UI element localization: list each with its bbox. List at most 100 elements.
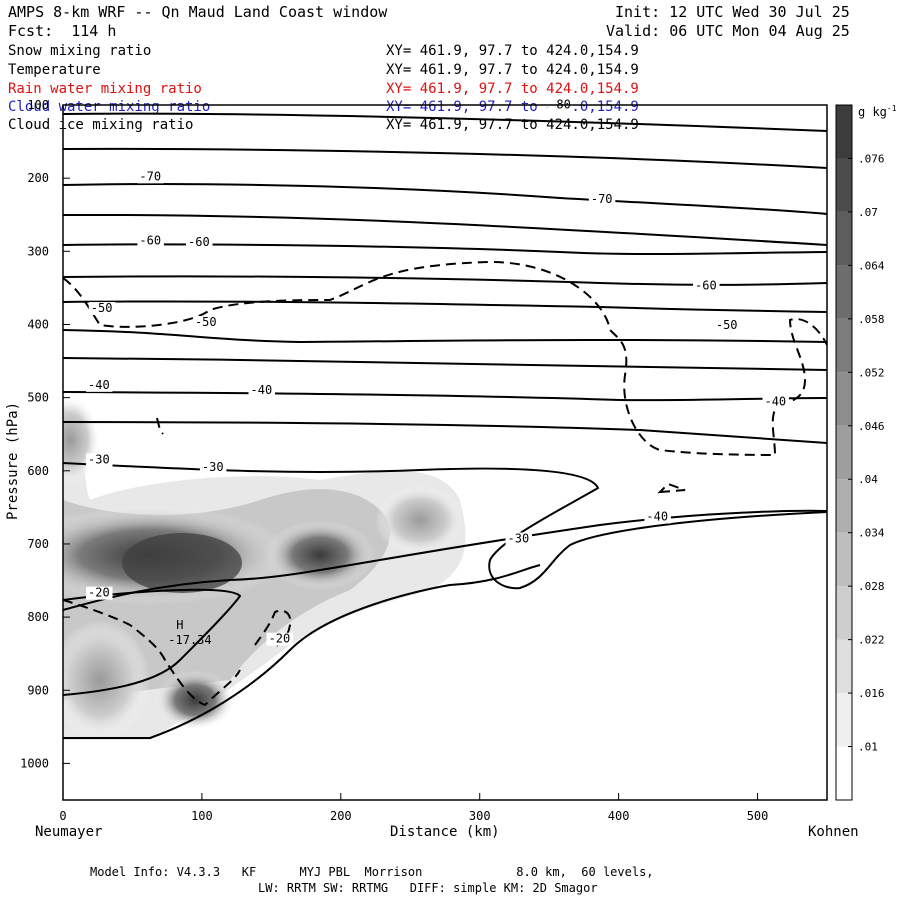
colorbar-band xyxy=(836,372,852,426)
temperature-label: -30 xyxy=(202,460,224,474)
snow-mixing-ratio-shading xyxy=(63,395,466,740)
x-tick-label: 400 xyxy=(608,809,630,823)
field-name-snow: Snow mixing ratio xyxy=(8,43,152,59)
field-name-temperature: Temperature xyxy=(8,62,101,78)
colorbar-band xyxy=(836,479,852,533)
temperature-label-bg xyxy=(588,193,616,207)
temperature-label-bg xyxy=(86,378,113,392)
y-tick-label: 1000 xyxy=(20,756,49,770)
temperature-label-bg xyxy=(505,532,533,546)
colorbar-band xyxy=(836,211,852,266)
colorbar-band xyxy=(836,532,852,587)
field-xy-rain: XY= 461.9, 97.7 to 424.0,154.9 xyxy=(386,81,639,97)
x-axis-label: Distance (km) xyxy=(390,824,500,840)
x-tick-label: 0 xyxy=(59,809,66,823)
colorbar-tick-label: .022 xyxy=(858,634,885,647)
colorbar-band xyxy=(836,105,852,159)
y-tick-label: 700 xyxy=(27,537,49,551)
y-tick-label: 100 xyxy=(27,98,49,112)
x-tick-label: 100 xyxy=(191,809,213,823)
temperature-label: -30 xyxy=(88,452,110,466)
colorbar-tick-label: .016 xyxy=(858,687,885,700)
temperature-label-bg xyxy=(644,510,671,524)
colorbar-band xyxy=(836,318,852,373)
temperature-label: -60 xyxy=(188,235,210,249)
temperature-label-bg xyxy=(199,460,227,474)
x-tick-label: 300 xyxy=(469,809,491,823)
field-name-cloud-water: Cloud water mixing ratio xyxy=(8,99,211,115)
colorbar-tick-label: .076 xyxy=(858,152,885,165)
temperature-label-bg xyxy=(88,302,116,316)
temperature-label-bg xyxy=(137,234,164,248)
colorbar-tick-label: .028 xyxy=(858,580,885,593)
temperature-label-bg xyxy=(713,318,741,332)
map-title: AMPS 8-km WRF -- Qn Maud Land Coast wind… xyxy=(8,3,388,21)
temperature-label: -70 xyxy=(139,169,161,183)
colorbar-unit-text: g kg xyxy=(858,105,887,119)
model-info-line1: Model Info: V4.3.3 KF MYJ PBL Morrison 8… xyxy=(90,865,654,879)
temperature-label: -40 xyxy=(88,378,110,392)
colorbar-tick-label: .052 xyxy=(858,366,885,379)
x-axis-right-station: Kohnen xyxy=(808,824,859,840)
temperature-label: -20 xyxy=(88,586,110,600)
temperature-label-bg xyxy=(137,170,164,184)
max-marker-value: -17.34 xyxy=(168,632,212,647)
temperature-label-bg xyxy=(762,395,789,409)
temperature-label-bg xyxy=(693,279,720,293)
y-axis-label: Pressure (hPa) xyxy=(5,401,21,520)
colorbar-band xyxy=(836,158,852,212)
x-tick-label: 200 xyxy=(330,809,352,823)
max-marker-label: H xyxy=(176,617,184,632)
colorbar-tick-label: .07 xyxy=(858,206,878,219)
colorbar-frame xyxy=(835,104,853,801)
temperature-label-bg xyxy=(248,383,276,397)
temperature-label: -60 xyxy=(695,278,717,292)
x-axis: 0 100 200 300 400 500 xyxy=(59,793,768,823)
colorbar-band xyxy=(836,746,852,800)
temperature-label-bg xyxy=(86,453,113,467)
temperature-label-bg xyxy=(86,586,113,600)
colorbar-tick-label: .01 xyxy=(858,741,878,754)
temperature-label: -50 xyxy=(716,318,738,332)
colorbar-band xyxy=(836,425,852,480)
temperature-label-bg xyxy=(192,315,220,329)
colorbar-band xyxy=(836,693,852,747)
temperature-label: -50 xyxy=(91,301,113,315)
temperature-label: -50 xyxy=(195,315,217,329)
colorbar-tick-label: .046 xyxy=(858,420,885,433)
colorbar-tick-label: .064 xyxy=(858,259,885,272)
y-tick-label: 500 xyxy=(27,391,49,405)
field-xy-snow: XY= 461.9, 97.7 to 424.0,154.9 xyxy=(386,43,639,59)
model-info-line2: LW: RRTM SW: RRTMG DIFF: simple KM: 2D S… xyxy=(258,881,598,895)
field-xy-temperature: XY= 461.9, 97.7 to 424.0,154.9 xyxy=(386,62,639,78)
colorbar-tick-label: .04 xyxy=(858,473,878,486)
colorbar-unit: g kg-1 xyxy=(858,104,897,119)
temperature-contours xyxy=(63,112,827,739)
temperature-label: -40 xyxy=(764,395,786,409)
valid-time: Valid: 06 UTC Mon 04 Aug 25 xyxy=(606,22,850,40)
field-name-rain: Rain water mixing ratio xyxy=(8,81,202,97)
y-tick-label: 300 xyxy=(27,244,49,258)
field-name-cloud-ice: Cloud ice mixing ratio xyxy=(8,117,194,133)
colorbar-tick-label: .058 xyxy=(858,313,885,326)
y-tick-label: 200 xyxy=(27,171,49,185)
temperature-label: -40 xyxy=(251,383,273,397)
y-tick-label: 400 xyxy=(27,317,49,331)
temperature-label-bg xyxy=(186,236,213,250)
x-tick-label: 500 xyxy=(747,809,769,823)
y-axis: 100 200 300 400 500 600 700 800 900 1000 xyxy=(20,98,70,770)
colorbar-band xyxy=(836,586,852,640)
x-axis-left-station: Neumayer xyxy=(35,824,103,840)
temperature-label: -60 xyxy=(139,234,161,248)
colorbar: .01 .016 .022 .028 .034 .04 .046 .052 .058 .064 .0… xyxy=(835,104,885,801)
temperature-label: -40 xyxy=(646,510,668,524)
temperature-label: -70 xyxy=(591,192,613,206)
field-xy-cloud-ice: XY= 461.9, 97.7 to 424.0,154.9 xyxy=(386,117,639,133)
temperature-label: -20 xyxy=(269,632,291,646)
temperature-label: -30 xyxy=(508,531,530,545)
y-tick-label: 900 xyxy=(27,683,49,697)
plot-frame xyxy=(62,104,828,801)
y-tick-label: 600 xyxy=(27,464,49,478)
colorbar-tick-label: .034 xyxy=(858,527,885,540)
